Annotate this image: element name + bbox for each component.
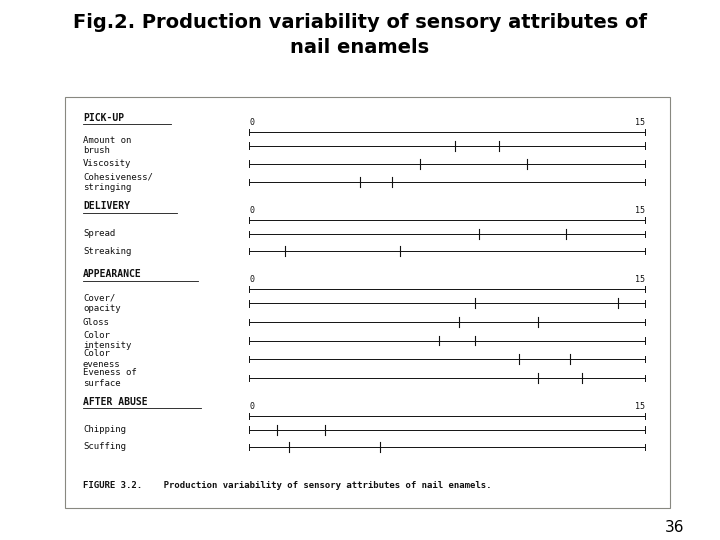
Text: Scuffing: Scuffing [83,442,126,451]
Text: 0: 0 [249,402,254,411]
Text: Gloss: Gloss [83,318,110,327]
Text: PICK-UP: PICK-UP [83,113,124,123]
Text: Spread: Spread [83,230,115,238]
Text: 15: 15 [636,275,645,284]
Text: Fig.2. Production variability of sensory attributes of: Fig.2. Production variability of sensory… [73,14,647,32]
Text: AFTER ABUSE: AFTER ABUSE [83,397,148,407]
Text: Amount on
brush: Amount on brush [83,136,131,156]
Text: Chipping: Chipping [83,425,126,434]
Text: Eveness of
surface: Eveness of surface [83,368,137,388]
Text: APPEARANCE: APPEARANCE [83,269,142,280]
Text: Cohesiveness/
stringing: Cohesiveness/ stringing [83,172,153,192]
Text: 0: 0 [249,275,254,284]
Text: Viscosity: Viscosity [83,159,131,168]
Text: 15: 15 [636,118,645,127]
Text: 15: 15 [636,206,645,215]
Text: FIGURE 3.2.    Production variability of sensory attributes of nail enamels.: FIGURE 3.2. Production variability of se… [83,481,492,490]
Text: 0: 0 [249,118,254,127]
Text: 0: 0 [249,206,254,215]
Text: Streaking: Streaking [83,247,131,255]
Text: DELIVERY: DELIVERY [83,201,130,211]
Text: 36: 36 [665,519,684,535]
Text: Cover/
opacity: Cover/ opacity [83,294,120,313]
Text: 15: 15 [636,402,645,411]
Text: Color
eveness: Color eveness [83,349,120,369]
Text: Color
intensity: Color intensity [83,331,131,350]
Text: nail enamels: nail enamels [290,38,430,57]
